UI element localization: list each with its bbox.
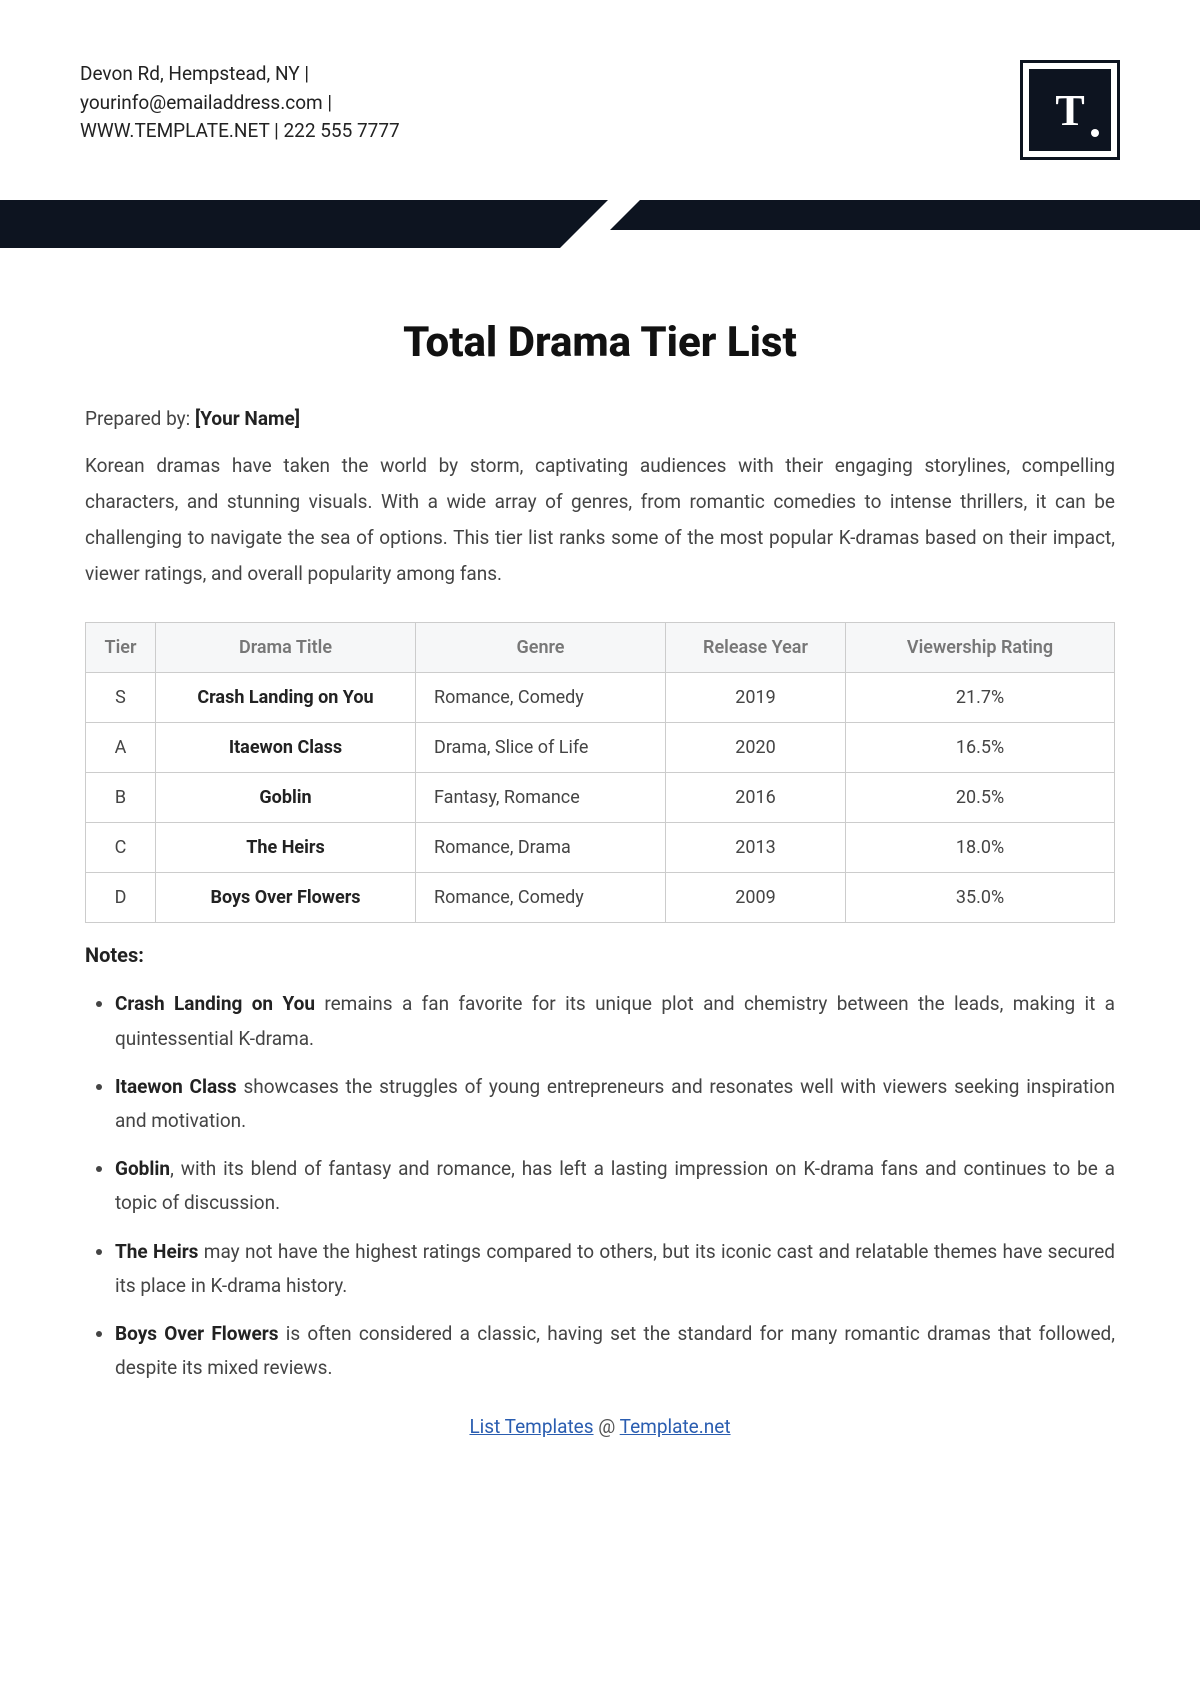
- list-item: Crash Landing on You remains a fan favor…: [115, 987, 1115, 1055]
- th-title: Drama Title: [156, 623, 416, 673]
- logo: T: [1020, 60, 1120, 160]
- cell-rating: 18.0%: [846, 823, 1115, 873]
- notes-list: Crash Landing on You remains a fan favor…: [85, 987, 1115, 1385]
- table-row: DBoys Over FlowersRomance, Comedy200935.…: [86, 873, 1115, 923]
- intro-paragraph: Korean dramas have taken the world by st…: [85, 448, 1115, 592]
- cell-tier: C: [86, 823, 156, 873]
- cell-title: Itaewon Class: [156, 723, 416, 773]
- cell-genre: Fantasy, Romance: [416, 773, 666, 823]
- contact-line-2: yourinfo@emailaddress.com |: [80, 89, 400, 118]
- cell-tier: D: [86, 873, 156, 923]
- prepared-by: Prepared by: [Your Name]: [85, 407, 1115, 430]
- list-item: The Heirs may not have the highest ratin…: [115, 1235, 1115, 1303]
- table-header-row: Tier Drama Title Genre Release Year View…: [86, 623, 1115, 673]
- cell-tier: S: [86, 673, 156, 723]
- cell-title: The Heirs: [156, 823, 416, 873]
- page: Devon Rd, Hempstead, NY | yourinfo@email…: [0, 0, 1200, 1701]
- note-bold: Itaewon Class: [115, 1075, 237, 1098]
- banner-left: [0, 200, 560, 248]
- banner-right: [640, 200, 1200, 230]
- cell-genre: Romance, Drama: [416, 823, 666, 873]
- cell-genre: Romance, Comedy: [416, 873, 666, 923]
- cell-tier: A: [86, 723, 156, 773]
- tier-table: Tier Drama Title Genre Release Year View…: [85, 622, 1115, 923]
- th-genre: Genre: [416, 623, 666, 673]
- contact-line-1: Devon Rd, Hempstead, NY |: [80, 60, 400, 89]
- table-row: AItaewon ClassDrama, Slice of Life202016…: [86, 723, 1115, 773]
- cell-rating: 20.5%: [846, 773, 1115, 823]
- table-row: CThe HeirsRomance, Drama201318.0%: [86, 823, 1115, 873]
- cell-title: Crash Landing on You: [156, 673, 416, 723]
- page-title: Total Drama Tier List: [85, 318, 1115, 367]
- cell-year: 2020: [666, 723, 846, 773]
- note-bold: Boys Over Flowers: [115, 1322, 278, 1345]
- cell-year: 2009: [666, 873, 846, 923]
- list-item: Itaewon Class showcases the struggles of…: [115, 1070, 1115, 1138]
- header: Devon Rd, Hempstead, NY | yourinfo@email…: [0, 0, 1200, 180]
- cell-tier: B: [86, 773, 156, 823]
- footer-at: @: [594, 1415, 620, 1438]
- cell-rating: 16.5%: [846, 723, 1115, 773]
- logo-letter: T: [1029, 69, 1111, 151]
- th-rating: Viewership Rating: [846, 623, 1115, 673]
- table-row: BGoblinFantasy, Romance201620.5%: [86, 773, 1115, 823]
- contact-block: Devon Rd, Hempstead, NY | yourinfo@email…: [80, 60, 400, 146]
- cell-genre: Romance, Comedy: [416, 673, 666, 723]
- cell-year: 2013: [666, 823, 846, 873]
- cell-year: 2019: [666, 673, 846, 723]
- contact-line-3: WWW.TEMPLATE.NET | 222 555 7777: [80, 117, 400, 146]
- list-item: Goblin, with its blend of fantasy and ro…: [115, 1152, 1115, 1220]
- cell-year: 2016: [666, 773, 846, 823]
- note-bold: Goblin: [115, 1157, 170, 1180]
- notes-heading: Notes:: [85, 943, 1115, 967]
- cell-genre: Drama, Slice of Life: [416, 723, 666, 773]
- table-row: SCrash Landing on YouRomance, Comedy2019…: [86, 673, 1115, 723]
- list-item: Boys Over Flowers is often considered a …: [115, 1317, 1115, 1385]
- th-tier: Tier: [86, 623, 156, 673]
- cell-title: Boys Over Flowers: [156, 873, 416, 923]
- footer-links: List Templates @ Template.net: [85, 1415, 1115, 1438]
- cell-rating: 21.7%: [846, 673, 1115, 723]
- content: Total Drama Tier List Prepared by: [Your…: [0, 248, 1200, 1438]
- cell-title: Goblin: [156, 773, 416, 823]
- note-bold: The Heirs: [115, 1240, 198, 1263]
- footer-link-templates[interactable]: List Templates: [469, 1415, 593, 1438]
- th-year: Release Year: [666, 623, 846, 673]
- cell-rating: 35.0%: [846, 873, 1115, 923]
- prepared-value: [Your Name]: [195, 407, 300, 430]
- banner: [0, 200, 1200, 248]
- note-bold: Crash Landing on You: [115, 992, 315, 1015]
- footer-link-site[interactable]: Template.net: [620, 1415, 731, 1438]
- prepared-label: Prepared by:: [85, 407, 195, 430]
